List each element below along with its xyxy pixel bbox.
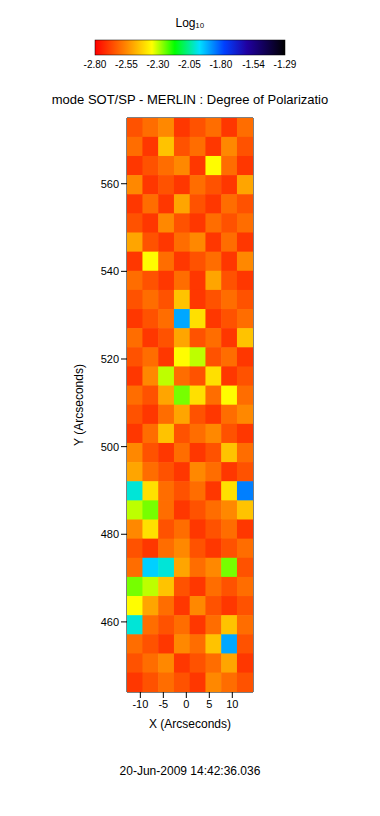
svg-text:5: 5 [206,698,212,710]
svg-text:-2.55: -2.55 [115,59,138,70]
svg-text:10: 10 [226,698,238,710]
svg-text:460: 460 [101,616,119,628]
svg-text:-1.29: -1.29 [274,59,297,70]
svg-text:-1.80: -1.80 [209,59,232,70]
svg-text:540: 540 [101,265,119,277]
svg-text:480: 480 [101,528,119,540]
svg-text:20-Jun-2009 14:42:36.036: 20-Jun-2009 14:42:36.036 [120,764,261,778]
svg-text:520: 520 [101,353,119,365]
svg-text:-2.30: -2.30 [147,59,170,70]
svg-text:X (Arcseconds): X (Arcseconds) [149,717,231,731]
svg-text:500: 500 [101,441,119,453]
svg-text:-5: -5 [158,698,168,710]
svg-text:-1.54: -1.54 [242,59,265,70]
svg-text:-2.80: -2.80 [84,59,107,70]
svg-text:-2.05: -2.05 [178,59,201,70]
svg-text:Log₁₀: Log₁₀ [175,16,204,30]
svg-text:mode SOT/SP - MERLIN : Degree: mode SOT/SP - MERLIN : Degree of Polariz… [52,92,328,107]
svg-text:-10: -10 [132,698,148,710]
svg-text:Y (Arcseconds): Y (Arcseconds) [72,364,86,446]
svg-text:560: 560 [101,178,119,190]
svg-text:0: 0 [183,698,189,710]
